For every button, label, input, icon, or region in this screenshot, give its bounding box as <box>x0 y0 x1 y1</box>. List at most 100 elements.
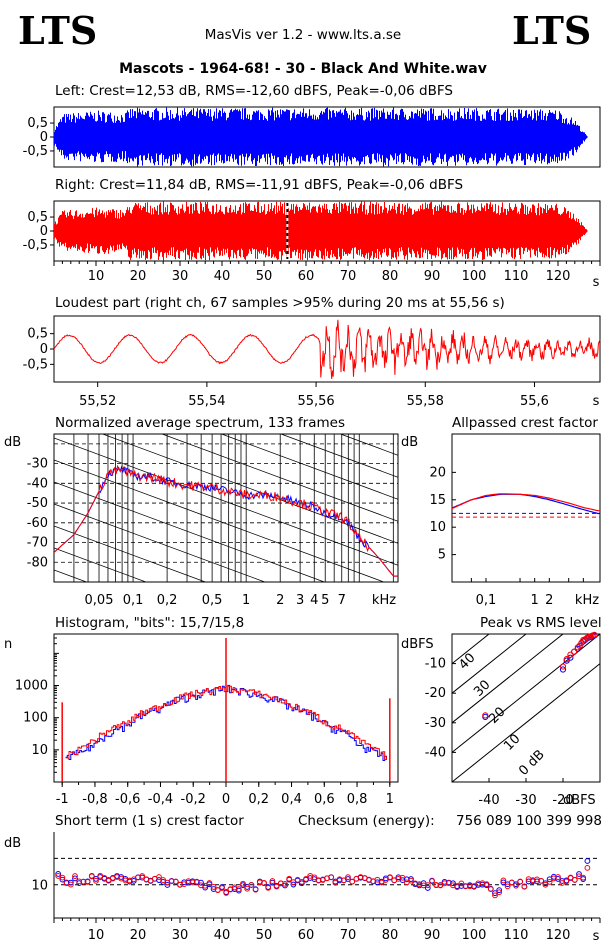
histogram-xtick-label: -0,4 <box>148 792 173 807</box>
spectrum-xtick-label: 1 <box>242 593 250 608</box>
short-crest-point-right <box>219 885 225 891</box>
short-crest-point-right <box>156 874 162 880</box>
histogram-xtick-label: 0,4 <box>281 792 302 807</box>
short-crest-point-left <box>374 879 381 886</box>
peak-rms-xtick-label: -40 <box>478 793 499 808</box>
short-crest-point-right <box>80 878 87 885</box>
short-crest-point-left <box>424 885 431 891</box>
short-crest-point-right <box>517 878 524 885</box>
chart-layer: 0,50-0,50,50-0,510 20 30 40 50 60 70 80 90 100 110… <box>15 106 601 943</box>
short-crest-point-right <box>424 882 431 889</box>
spectrum-xtick-label: 0,05 <box>85 593 114 608</box>
spectrum-slope-line <box>54 503 266 582</box>
short-crest-point-right <box>256 879 263 886</box>
spectrum-slope-line <box>160 434 398 522</box>
peak-rms-xtick-label: -30 <box>515 793 536 808</box>
crest-xunit: kHz <box>575 593 599 608</box>
short-term-crest-title: Short term (1 s) crest factor <box>55 813 244 829</box>
right-waveform-xtick-label: 80 <box>382 269 399 284</box>
short-crest-xtick-label: 60 <box>298 928 315 943</box>
peak-rms-point-left <box>567 654 574 661</box>
crest-series-left <box>451 493 600 515</box>
short-crest-point-right <box>433 881 440 888</box>
short-crest-point-right <box>567 874 574 881</box>
short-crest-point-right <box>571 876 578 883</box>
loudest-part-xtick-label: 55,58 <box>407 394 444 409</box>
short-crest-point-right <box>387 874 393 881</box>
short-crest-point-right <box>72 873 78 879</box>
short-crest-xtick-label: 90 <box>424 928 441 943</box>
lts-logo-right: LTS <box>512 8 591 53</box>
short-crest-point-right <box>513 882 519 889</box>
spectrum-slope-line <box>54 525 207 582</box>
loudest-part-xtick-label: 55,52 <box>79 394 116 409</box>
right-waveform-xtick-label: 90 <box>424 269 441 284</box>
short-crest-point-left <box>198 879 204 886</box>
loudest-xunit: s <box>593 394 600 409</box>
short-crest-point-right <box>580 874 587 881</box>
peak-rms-point-right <box>574 644 581 651</box>
loudest-part-ytick-label: 0 <box>40 342 48 357</box>
right-waveform-xtick-label: 60 <box>298 269 315 284</box>
short-crest-point-right <box>332 879 339 886</box>
short-crest-point-left <box>534 878 540 885</box>
short-crest-point-right <box>345 874 351 881</box>
left-waveform-signal <box>54 107 588 167</box>
short-crest-point-right <box>206 880 213 886</box>
crest-ytick-label: 20 <box>429 465 446 480</box>
short-crest-point-left <box>450 880 456 887</box>
short-crest-point-right <box>76 878 83 885</box>
short-crest-point-right <box>483 881 490 888</box>
short-crest-point-right <box>408 877 414 884</box>
histogram-xtick-label: 0 <box>222 792 230 807</box>
checksum-label: Checksum (energy): <box>298 813 435 829</box>
checksum-value: 756 089 100 399 998 <box>456 813 602 829</box>
spectrum-xunit: kHz <box>372 593 396 608</box>
short-crest-point-left <box>164 882 171 888</box>
histogram-title: Histogram, "bits": 15,7/15,8 <box>55 615 244 631</box>
spectrum-xtick-label: 0,5 <box>202 593 223 608</box>
spectrum-grid <box>54 434 398 582</box>
peak-rms-xlabel: dBFS <box>563 793 596 808</box>
short-crest-point-right <box>546 878 553 885</box>
short-crest-point-right <box>286 875 293 882</box>
crest-factor-title: Allpassed crest factor <box>452 415 598 431</box>
left-waveform-ytick-label: 0 <box>40 130 48 145</box>
short-crest-point-left <box>67 879 74 886</box>
short-crest-point-right <box>248 882 255 888</box>
short-crest-point-right <box>563 878 570 885</box>
short-crest-point-left <box>584 858 591 864</box>
spectrum-xtick-label: 4 <box>310 593 318 608</box>
short-crest-point-right <box>147 878 154 885</box>
spectrum-xtick-label: 3 <box>296 593 304 608</box>
peak-rms-title: Peak vs RMS level <box>480 615 602 631</box>
short-crest-point-right <box>252 886 259 893</box>
short-crest-point-right <box>429 878 435 885</box>
short-crest-point-left <box>72 875 78 882</box>
peak-rms-crest-line <box>452 634 600 754</box>
short-crest-point-right <box>282 880 288 887</box>
short-crest-point-right <box>88 873 95 880</box>
spectrum-slope-line <box>54 459 385 582</box>
spectrum-slope-line <box>220 434 398 500</box>
histogram-xtick-label: -0,2 <box>181 792 206 807</box>
peak-rms-ylabel: dBFS <box>401 637 434 652</box>
short-crest-point-left <box>576 871 582 877</box>
short-crest-point-left <box>345 876 351 882</box>
short-crest-point-right <box>265 884 272 891</box>
spectrum-slope-line <box>339 434 398 456</box>
loudest-part-ytick-label: -0,5 <box>23 357 48 372</box>
spectrum-frame <box>53 433 399 583</box>
short-crest-point-right <box>458 880 465 887</box>
short-crest-xtick-label: 110 <box>504 928 529 943</box>
short-crest-point-right <box>542 881 549 888</box>
short-crest-point-right <box>198 882 204 889</box>
histogram-ylabel: n <box>4 637 12 652</box>
short-crest-point-left <box>202 884 209 891</box>
peak-rms-ytick-label: -20 <box>425 686 446 701</box>
right-waveform-signal <box>54 201 588 261</box>
spectrum-ytick-label: -30 <box>27 457 48 472</box>
spectrum-series-right <box>54 464 398 577</box>
short-crest-xtick-label: 120 <box>546 928 571 943</box>
spectrum-xtick-label: 0,2 <box>157 593 178 608</box>
